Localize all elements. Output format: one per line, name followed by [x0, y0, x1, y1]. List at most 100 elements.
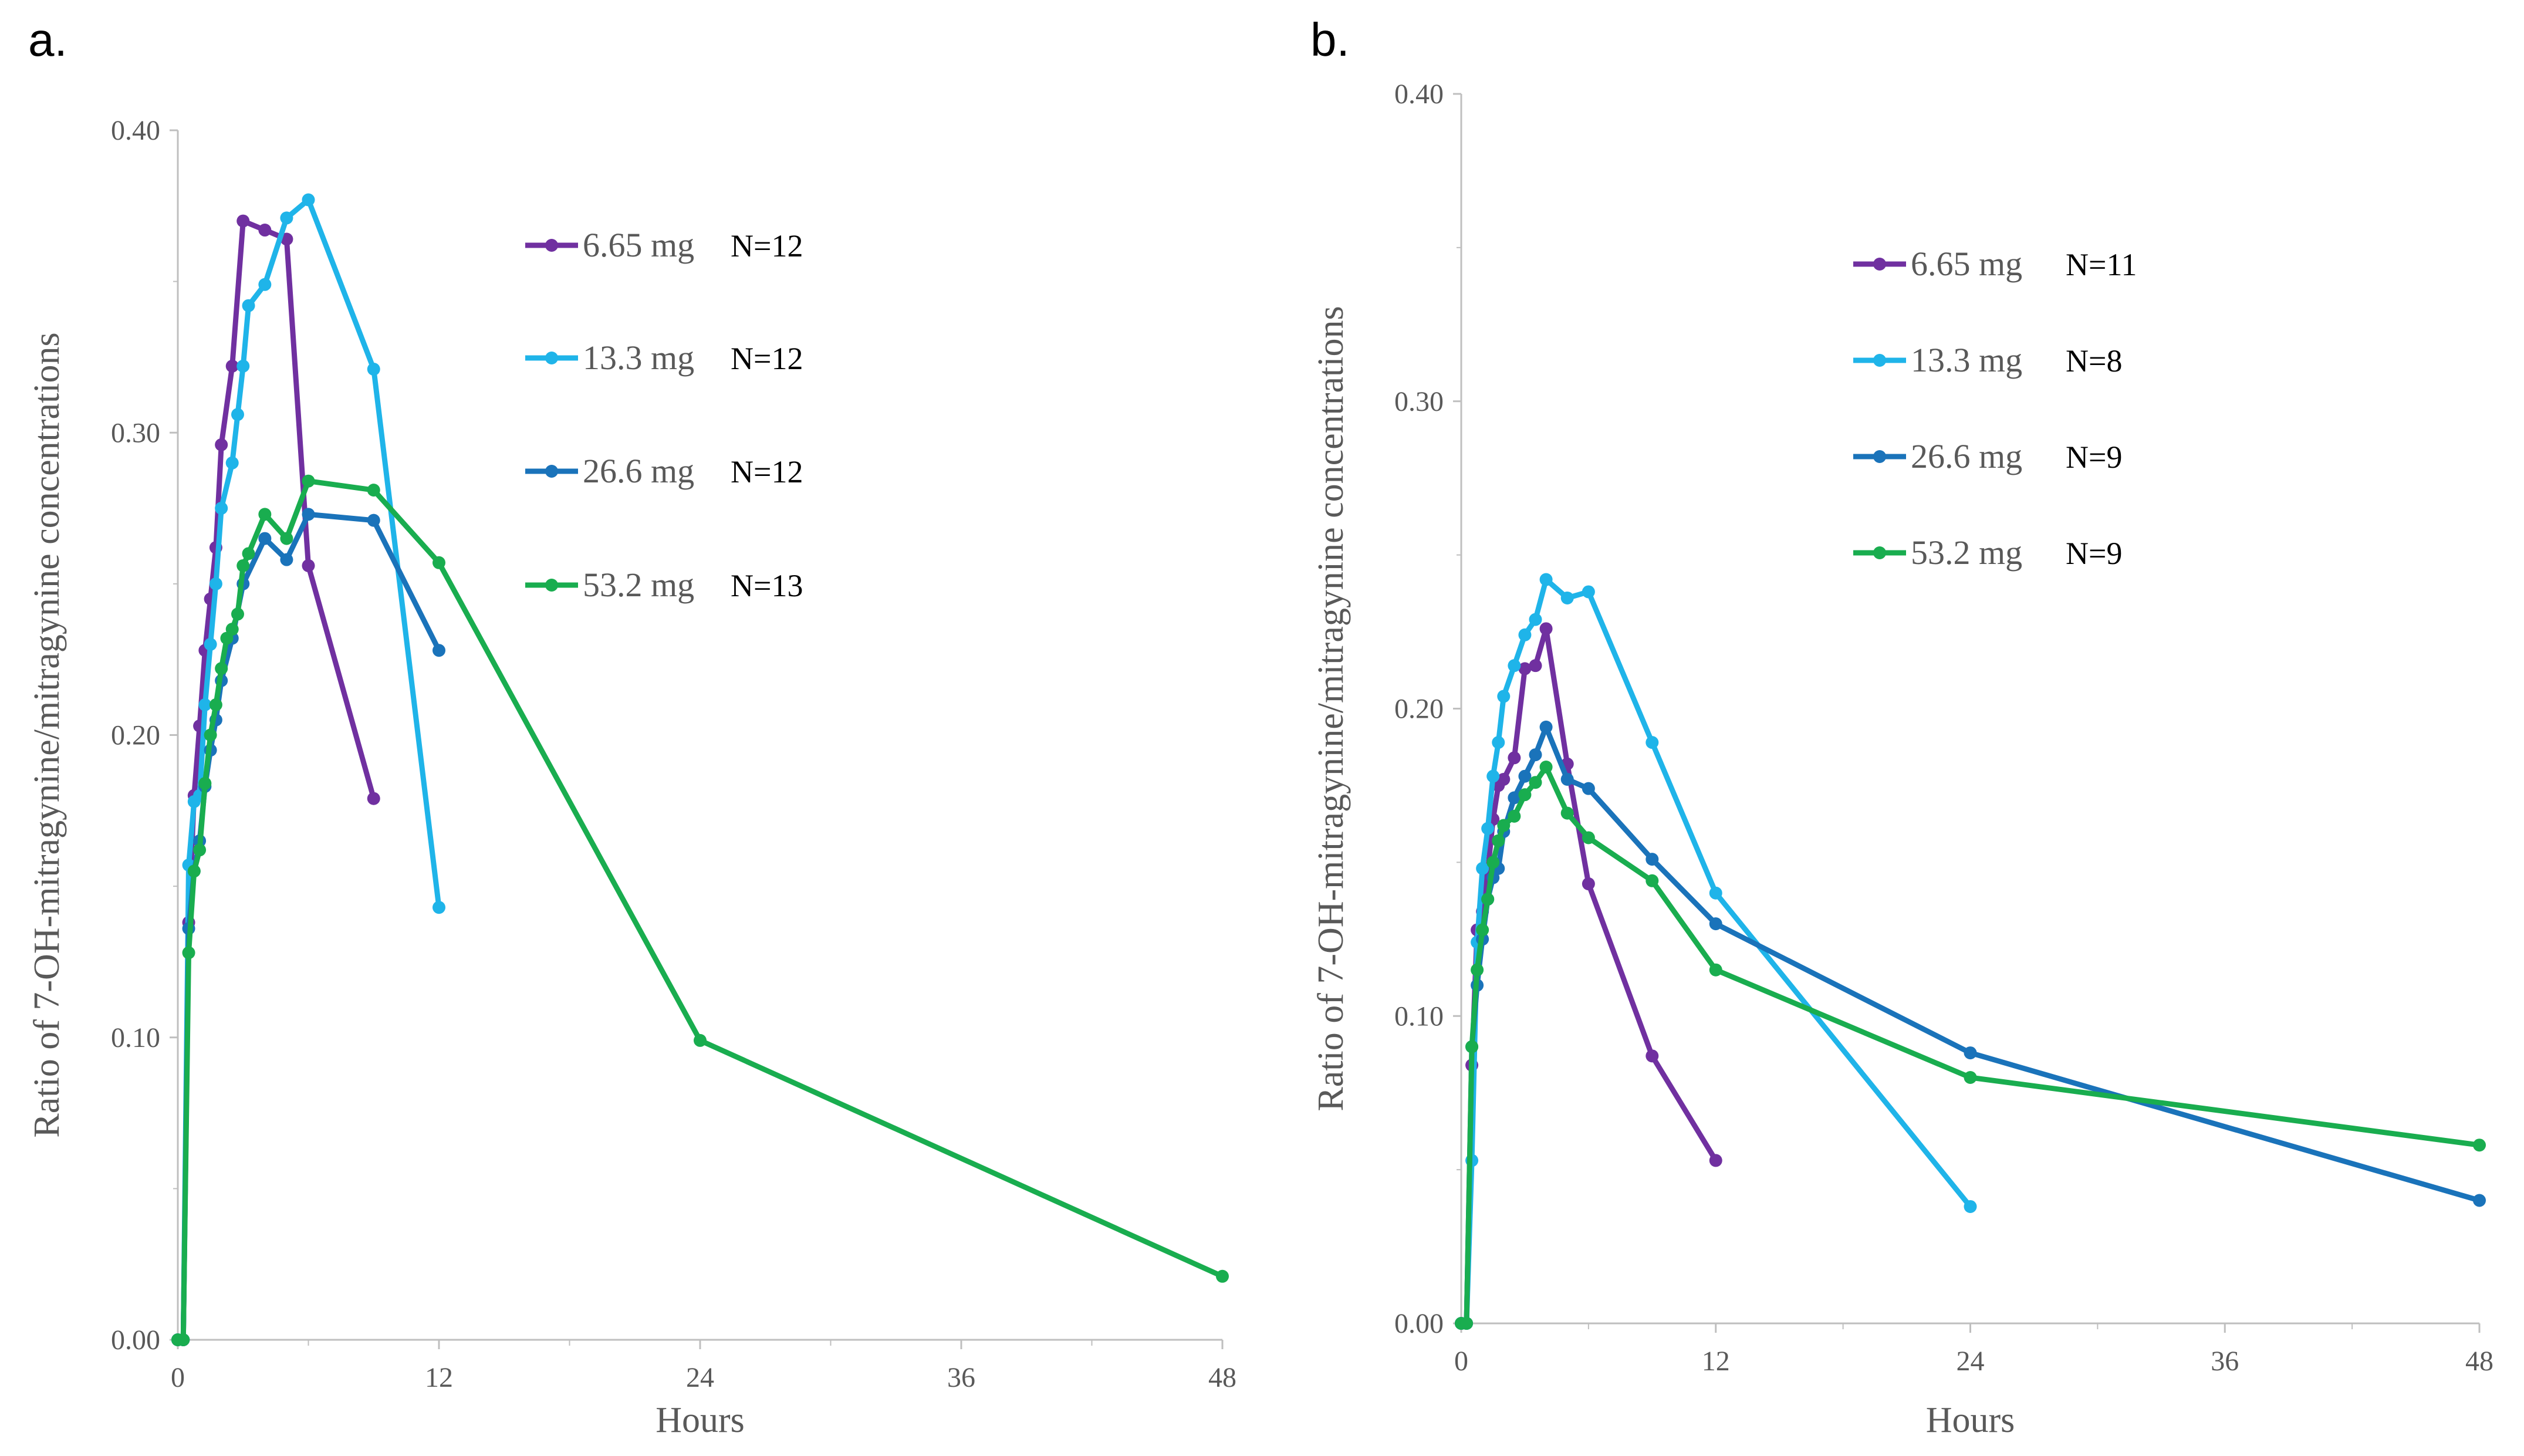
data-point: [1508, 751, 1521, 765]
data-point: [1476, 923, 1489, 937]
x-tick-label: 12: [1702, 1346, 1730, 1377]
data-point: [1486, 856, 1500, 869]
y-axis-title: Ratio of 7-OH-mitragynine/mitragynine co…: [1311, 306, 1351, 1111]
y-tick-label: 0.00: [111, 1325, 160, 1356]
x-tick-label: 48: [2465, 1346, 2493, 1377]
data-point: [236, 559, 250, 572]
data-point: [258, 224, 272, 237]
legend-n-label: N=12: [731, 454, 803, 489]
data-point: [1529, 659, 1542, 673]
data-point: [1529, 613, 1542, 626]
y-tick-label: 0.40: [111, 115, 160, 146]
data-point: [1481, 822, 1495, 835]
series-line: [175, 197, 442, 1343]
series-line: [1458, 724, 2482, 1326]
data-point: [1539, 720, 1553, 734]
data-point: [231, 408, 244, 421]
legend-label: 26.6 mg: [583, 452, 694, 490]
data-point: [367, 792, 380, 805]
chart-panel-b: 0.00 0.10 0.20 0.30 0.40 0 12 24 36 48 Hours Ratio …: [1311, 79, 2493, 1440]
data-point: [1964, 1200, 1977, 1213]
y-tick-label: 0.30: [1394, 386, 1444, 417]
legend-label: 6.65 mg: [1911, 245, 2022, 283]
data-point: [1582, 831, 1595, 844]
legend-label: 53.2 mg: [583, 566, 694, 604]
legend-marker: [545, 579, 558, 592]
data-point: [1465, 1040, 1479, 1053]
legend-n-label: N=12: [731, 341, 803, 376]
data-point: [1539, 573, 1553, 586]
series-line: [1458, 577, 1973, 1326]
legend-label: 26.6 mg: [1911, 437, 2022, 475]
data-point: [433, 901, 445, 914]
x-axis-title: Hours: [656, 1400, 745, 1440]
data-point: [1529, 748, 1542, 762]
legend-marker: [1873, 258, 1886, 271]
data-point: [694, 1033, 707, 1047]
data-point: [1492, 736, 1505, 749]
data-point: [1709, 886, 1722, 900]
data-point: [258, 532, 272, 545]
data-point: [302, 559, 315, 572]
data-point: [225, 359, 239, 373]
data-point: [1560, 772, 1574, 786]
data-point: [198, 698, 212, 711]
data-point: [231, 607, 244, 621]
data-point: [1964, 1071, 1977, 1084]
legend-label: 6.65 mg: [583, 226, 694, 264]
y-tick-label: 0.30: [111, 417, 160, 448]
series-line: [175, 478, 1225, 1343]
data-point: [1476, 862, 1489, 875]
data-point: [1497, 819, 1511, 832]
legend-n-label: N=13: [731, 568, 803, 603]
data-point: [433, 644, 445, 657]
x-tick-label: 48: [1208, 1362, 1236, 1393]
data-point: [215, 438, 228, 451]
data-point: [182, 946, 195, 960]
legend-marker: [1873, 546, 1886, 559]
data-point: [1709, 963, 1722, 977]
data-point: [367, 484, 380, 497]
data-point: [1216, 1269, 1229, 1283]
data-point: [1646, 853, 1659, 866]
data-point: [1497, 690, 1511, 703]
data-point: [302, 474, 315, 488]
data-point: [2473, 1194, 2486, 1207]
x-tick-label: 24: [686, 1362, 714, 1393]
x-tick-label: 36: [2211, 1346, 2239, 1377]
data-point: [209, 698, 222, 711]
legend-marker: [545, 239, 558, 252]
legend-n-label: N=11: [2066, 247, 2137, 282]
data-point: [1492, 834, 1505, 847]
data-point: [1518, 628, 1532, 641]
panel-a-label: a.: [28, 13, 67, 66]
data-point: [177, 1333, 190, 1346]
data-point: [258, 508, 272, 521]
y-tick-label: 0.40: [1394, 79, 1444, 110]
x-axis-title: Hours: [1926, 1400, 2015, 1440]
data-point: [1497, 772, 1511, 786]
x-tick-label: 0: [171, 1362, 185, 1393]
legend-marker: [545, 465, 558, 478]
series-line: [175, 511, 442, 1343]
y-tick-label: 0.00: [1394, 1308, 1444, 1339]
data-point: [2473, 1139, 2486, 1152]
data-point: [1471, 963, 1484, 977]
data-point: [367, 514, 380, 527]
y-axis-title: Ratio of 7-OH-mitragynine/mitragynine co…: [27, 332, 67, 1137]
data-point: [302, 193, 315, 207]
data-point: [198, 776, 212, 790]
y-tick-label: 0.10: [111, 1022, 160, 1053]
data-point: [1518, 769, 1532, 783]
data-point: [1582, 782, 1595, 795]
data-point: [209, 577, 222, 590]
data-point: [1539, 622, 1553, 636]
data-point: [280, 532, 293, 545]
data-point: [1518, 788, 1532, 802]
legend-n-label: N=9: [2066, 536, 2122, 571]
data-point: [236, 359, 250, 373]
data-point: [1460, 1317, 1474, 1330]
data-point: [242, 547, 255, 560]
data-point: [1964, 1046, 1977, 1060]
